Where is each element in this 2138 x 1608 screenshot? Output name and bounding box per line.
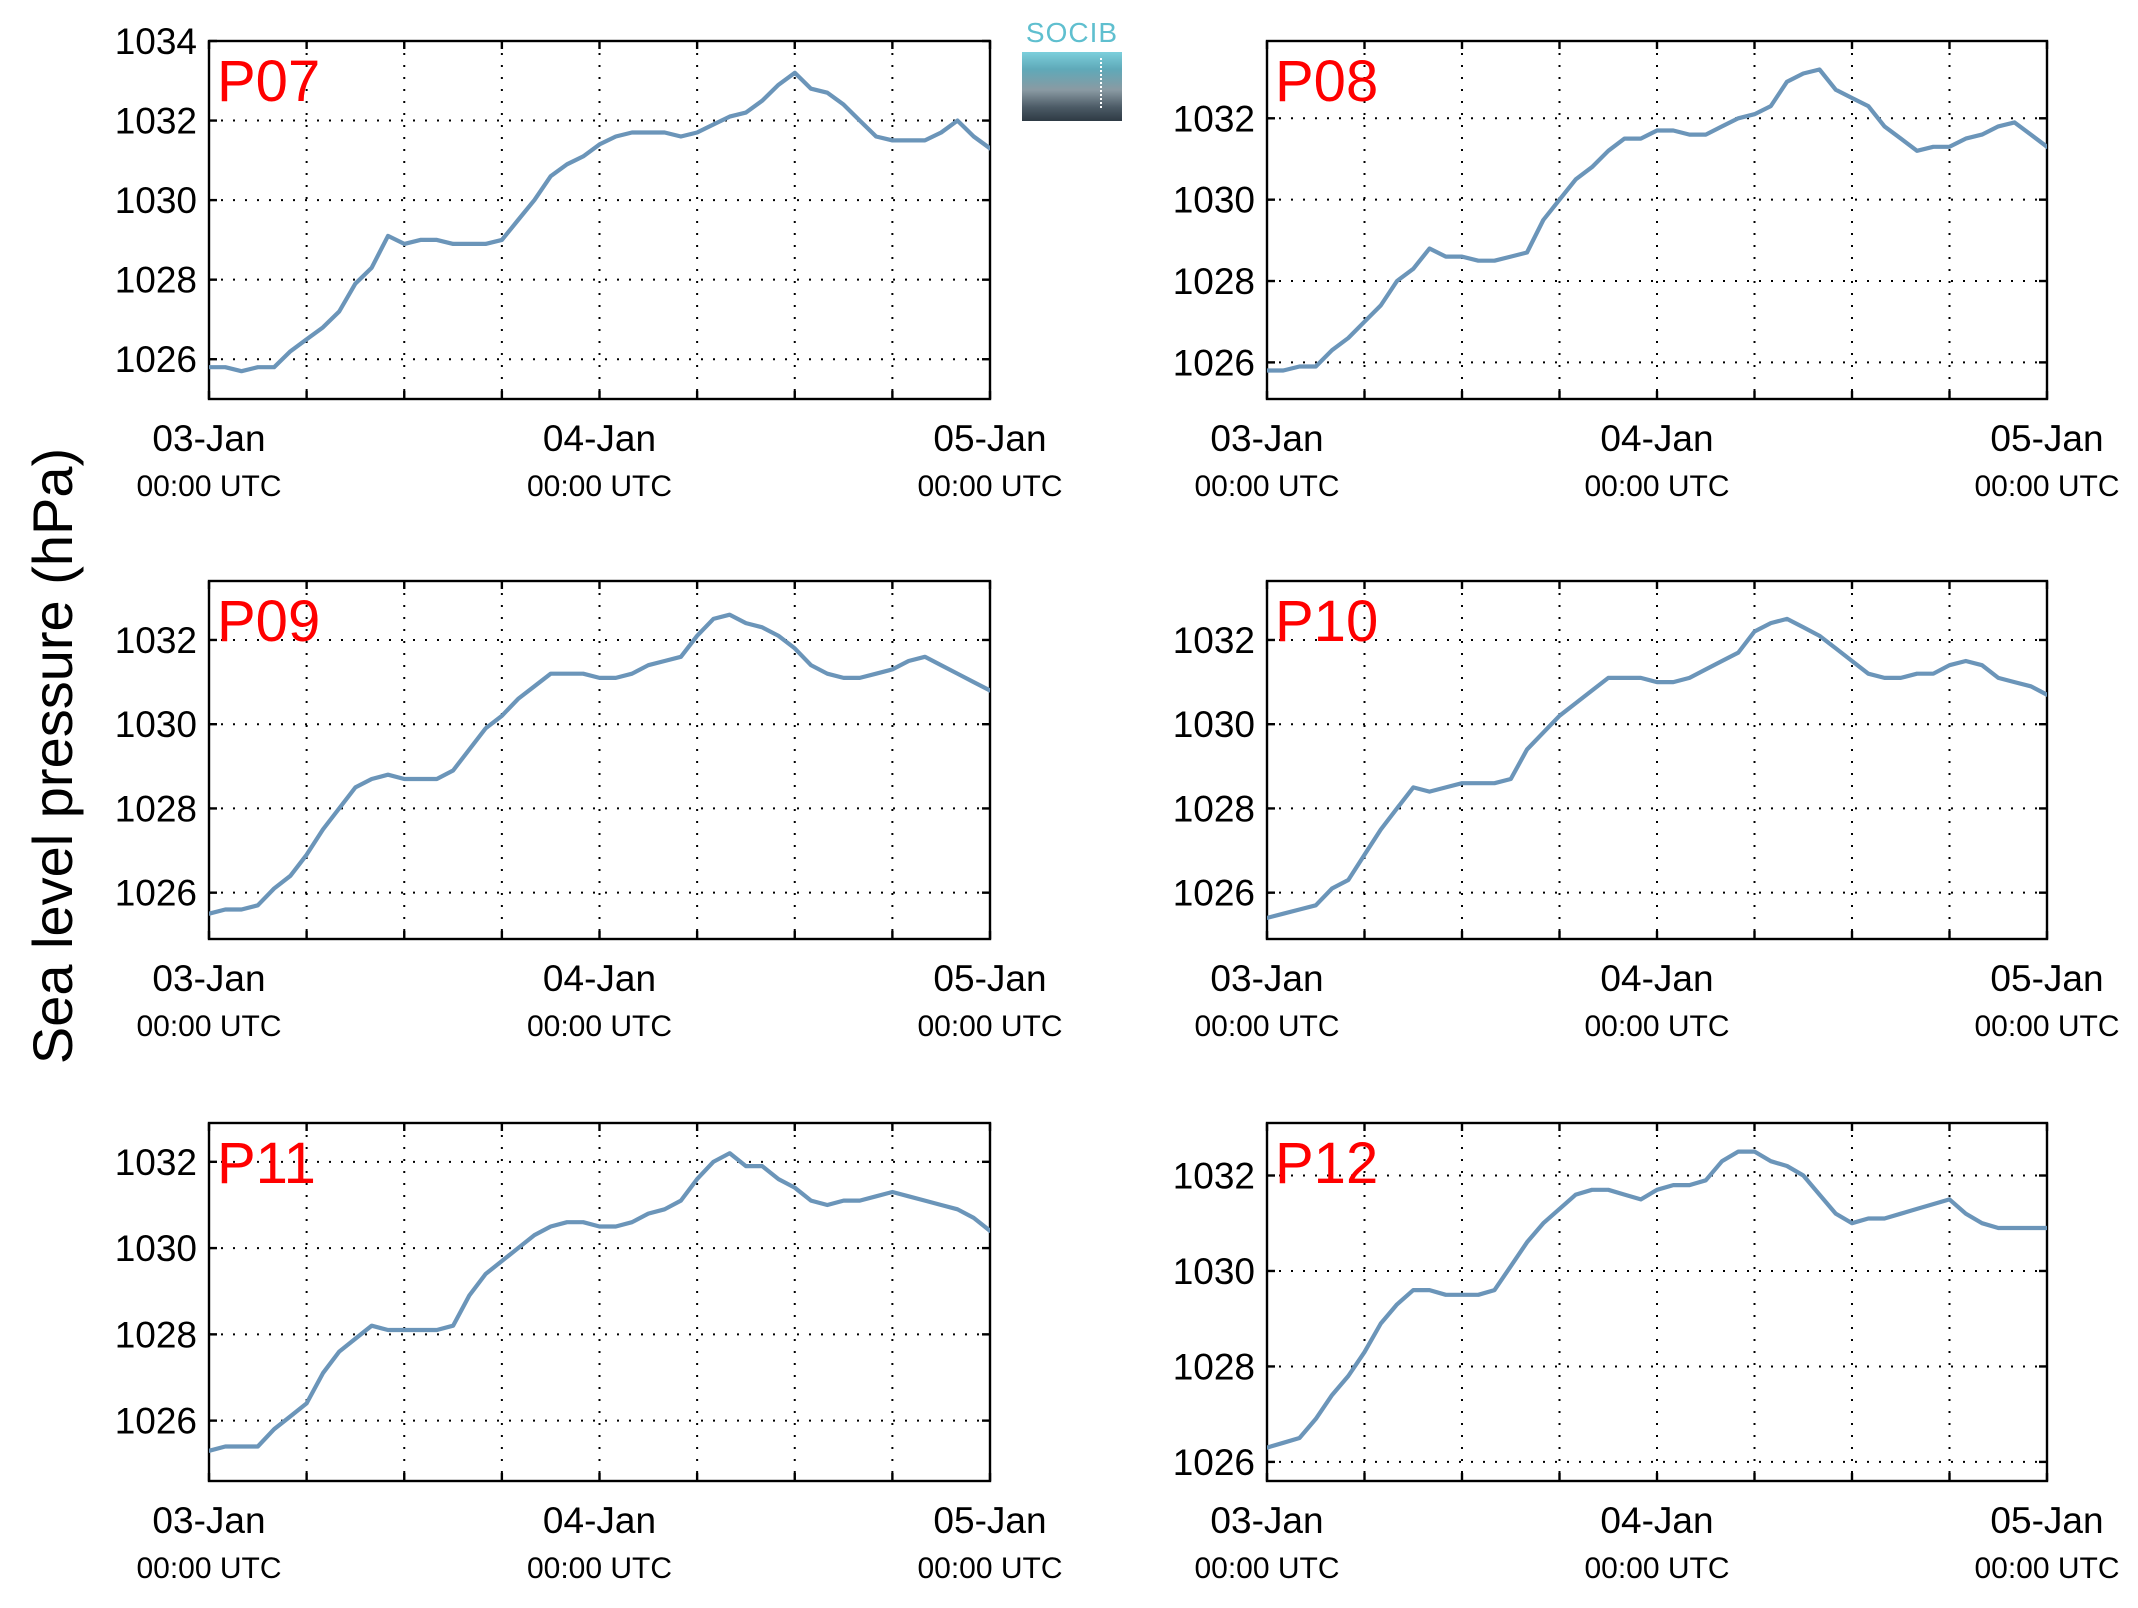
socib-logo: SOCIB bbox=[1022, 18, 1122, 121]
axes-frame bbox=[1265, 579, 2049, 941]
y-tick-label: 1030 bbox=[115, 180, 197, 221]
x-tick-label-date: 04-Jan bbox=[543, 418, 656, 459]
y-tick-label: 1028 bbox=[115, 260, 197, 301]
pressure-series-line bbox=[1267, 1149, 2047, 1450]
pressure-series-line bbox=[209, 612, 990, 916]
x-tick-label-time: 00:00 UTC bbox=[1584, 1552, 1729, 1585]
x-tick-label-date: 03-Jan bbox=[1210, 958, 1323, 999]
y-tick-label: 1034 bbox=[115, 21, 197, 62]
x-tick-label-date: 05-Jan bbox=[933, 1500, 1046, 1541]
panel-p12: 1026 1028 1030 1032 03-Jan 00:00 UTC 04-Jan 00:… bbox=[1173, 1121, 2120, 1585]
axes-frame bbox=[207, 579, 992, 941]
y-tick-label: 1032 bbox=[115, 101, 197, 142]
x-tick-label-time: 00:00 UTC bbox=[136, 1552, 281, 1585]
x-tick-label-time: 00:00 UTC bbox=[136, 1010, 281, 1043]
y-tick-label: 1026 bbox=[1173, 1442, 1255, 1483]
x-tick-label-date: 04-Jan bbox=[543, 958, 656, 999]
panel-title: P11 bbox=[217, 1131, 316, 1196]
panel-title: P09 bbox=[217, 589, 320, 654]
logo-text: SOCIB bbox=[1025, 17, 1119, 48]
x-tick-label-time: 00:00 UTC bbox=[527, 470, 672, 503]
panel-title: P10 bbox=[1275, 589, 1378, 654]
y-tick-label: 1030 bbox=[1173, 704, 1255, 745]
x-tick-label-date: 04-Jan bbox=[1600, 418, 1713, 459]
y-tick-label: 1026 bbox=[1173, 342, 1255, 383]
x-tick-label-time: 00:00 UTC bbox=[917, 1010, 1062, 1043]
y-tick-label: 1032 bbox=[1173, 1156, 1255, 1197]
panels-group: 1026 1028 1030 1032 1034 03-Jan 00:00 UTC 04-Ja… bbox=[115, 21, 2120, 1585]
x-tick-label-time: 00:00 UTC bbox=[1194, 1010, 1339, 1043]
x-tick-label-time: 00:00 UTC bbox=[917, 1552, 1062, 1585]
y-tick-label: 1030 bbox=[1173, 1251, 1255, 1292]
x-tick-label-time: 00:00 UTC bbox=[1194, 1552, 1339, 1585]
x-tick-label-time: 00:00 UTC bbox=[1584, 1010, 1729, 1043]
x-tick-label-time: 00:00 UTC bbox=[1974, 1010, 2119, 1043]
y-tick-label: 1028 bbox=[115, 788, 197, 829]
x-tick-label-time: 00:00 UTC bbox=[1974, 1552, 2119, 1585]
axes-frame bbox=[1265, 1121, 2049, 1483]
y-tick-label: 1026 bbox=[1173, 873, 1255, 914]
y-tick-label: 1030 bbox=[115, 1228, 197, 1269]
logo-wave-icon bbox=[1022, 52, 1122, 121]
y-tick-label: 1032 bbox=[115, 620, 197, 661]
x-tick-label-date: 03-Jan bbox=[152, 1500, 265, 1541]
x-tick-label-date: 05-Jan bbox=[1990, 1500, 2103, 1541]
x-tick-label-time: 00:00 UTC bbox=[527, 1552, 672, 1585]
axes-frame bbox=[207, 39, 992, 401]
panel-p11: 1026 1028 1030 1032 03-Jan 00:00 UTC 04-Jan 00:… bbox=[115, 1121, 1063, 1585]
y-axis-label: Sea level pressure (hPa) bbox=[21, 448, 84, 1064]
pressure-series-line bbox=[1267, 616, 2047, 921]
y-tick-label: 1032 bbox=[1173, 620, 1255, 661]
x-tick-label-date: 05-Jan bbox=[933, 958, 1046, 999]
y-tick-label: 1028 bbox=[1173, 261, 1255, 302]
panel-title: P08 bbox=[1275, 49, 1378, 114]
pressure-series-line bbox=[209, 70, 990, 374]
y-tick-label: 1028 bbox=[1173, 788, 1255, 829]
panel-p08: 1026 1028 1030 1032 03-Jan 00:00 UTC 04-Jan 00:… bbox=[1173, 39, 2120, 503]
x-tick-label-date: 04-Jan bbox=[1600, 1500, 1713, 1541]
x-tick-label-date: 05-Jan bbox=[933, 418, 1046, 459]
panel-p07: 1026 1028 1030 1032 1034 03-Jan 00:00 UTC 04-Ja… bbox=[115, 21, 1063, 503]
pressure-series-line bbox=[1267, 67, 2047, 373]
x-tick-label-date: 05-Jan bbox=[1990, 958, 2103, 999]
panel-title: P07 bbox=[217, 49, 320, 114]
y-tick-label: 1032 bbox=[115, 1142, 197, 1183]
x-tick-label-time: 00:00 UTC bbox=[136, 470, 281, 503]
y-tick-label: 1030 bbox=[1173, 180, 1255, 221]
x-tick-label-date: 04-Jan bbox=[543, 1500, 656, 1541]
panel-p09: 1026 1028 1030 1032 03-Jan 00:00 UTC 04-Jan 00:… bbox=[115, 579, 1063, 1043]
x-tick-label-date: 05-Jan bbox=[1990, 418, 2103, 459]
y-tick-label: 1026 bbox=[115, 1401, 197, 1442]
axes-frame bbox=[1265, 39, 2049, 401]
x-tick-label-date: 03-Jan bbox=[152, 418, 265, 459]
x-tick-label-date: 03-Jan bbox=[152, 958, 265, 999]
x-tick-label-date: 03-Jan bbox=[1210, 1500, 1323, 1541]
x-tick-label-date: 03-Jan bbox=[1210, 418, 1323, 459]
panel-title: P12 bbox=[1275, 1131, 1378, 1196]
y-tick-label: 1026 bbox=[115, 873, 197, 914]
y-tick-label: 1032 bbox=[1173, 98, 1255, 139]
logo-dash-icon bbox=[1100, 58, 1102, 108]
x-tick-label-time: 00:00 UTC bbox=[1974, 470, 2119, 503]
y-tick-label: 1026 bbox=[115, 339, 197, 380]
y-tick-label: 1030 bbox=[115, 704, 197, 745]
x-tick-label-time: 00:00 UTC bbox=[1584, 470, 1729, 503]
y-tick-label: 1028 bbox=[1173, 1346, 1255, 1387]
x-tick-label-time: 00:00 UTC bbox=[1194, 470, 1339, 503]
axes-frame bbox=[207, 1121, 992, 1483]
panel-p10: 1026 1028 1030 1032 03-Jan 00:00 UTC 04-Jan 00:… bbox=[1173, 579, 2120, 1043]
x-tick-label-time: 00:00 UTC bbox=[917, 470, 1062, 503]
x-tick-label-time: 00:00 UTC bbox=[527, 1010, 672, 1043]
y-tick-label: 1028 bbox=[115, 1314, 197, 1355]
pressure-series-line bbox=[209, 1151, 990, 1453]
x-tick-label-date: 04-Jan bbox=[1600, 958, 1713, 999]
